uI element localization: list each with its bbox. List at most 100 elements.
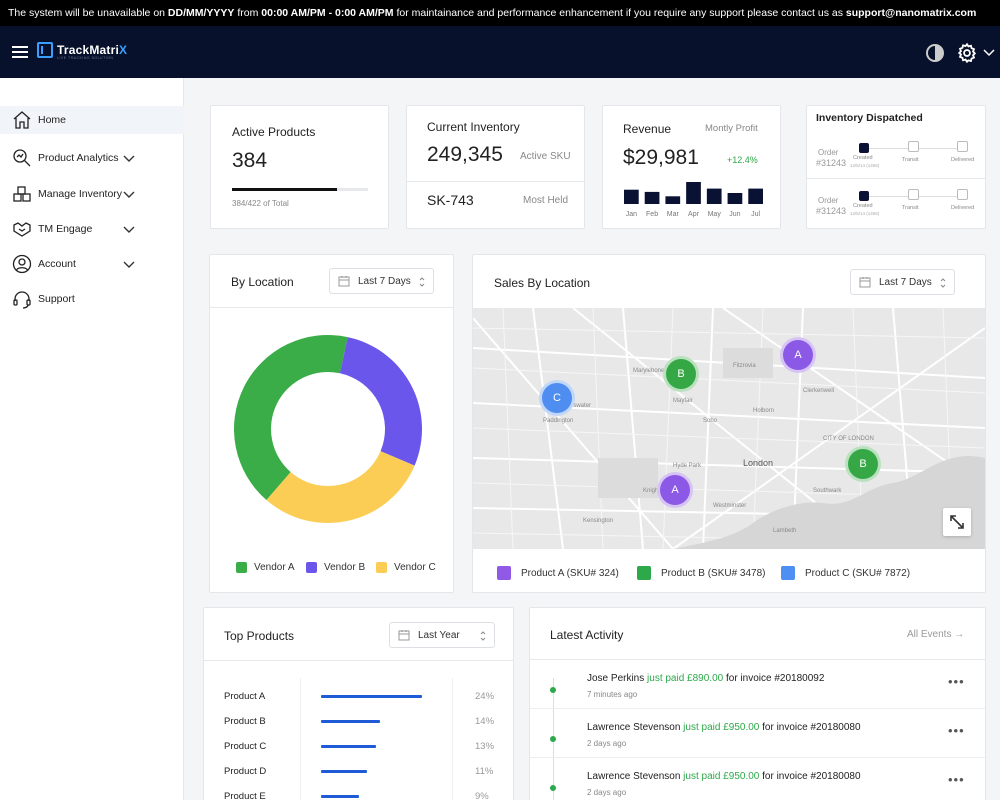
map-pin-c[interactable]: C (539, 380, 575, 416)
app-logo[interactable]: TrackMatriX LIVE TRACKING SOLUTION (37, 42, 128, 60)
map-place-label: Kensington (583, 518, 614, 524)
order-row[interactable]: Order #31243 Created Transit Delivered 12/5/1… (807, 181, 985, 225)
maintenance-banner: The system will be unavailable on DD/MM/… (0, 0, 1000, 26)
logo-mark-icon (37, 42, 53, 58)
map-place-label: Fitzrovia (733, 363, 756, 369)
product-bar (321, 795, 359, 798)
top-products-range-select[interactable]: Last Year (389, 622, 495, 648)
map-pin-a[interactable]: A (780, 337, 816, 373)
sidebar-item-account[interactable]: Account (0, 250, 184, 278)
revenue-bar (748, 188, 763, 204)
order-id: #31243 (816, 206, 847, 216)
activity-row[interactable]: Lawrence Stevenson just paid £950.00 for… (530, 758, 985, 800)
revenue-month-label: Mar (667, 211, 680, 218)
all-events-link[interactable]: All Events → (907, 629, 965, 640)
legend-item: Product A (SKU# 324) (497, 566, 619, 580)
product-percent: 9% (475, 791, 489, 800)
active-products-sub: 384/422 of Total (232, 199, 289, 208)
revenue-bar (727, 193, 743, 204)
legend-label: Vendor B (324, 562, 366, 573)
order-step-label: Created (853, 155, 873, 161)
legend-label: Vendor C (394, 562, 436, 573)
product-bar (321, 745, 376, 748)
revenue-card: Revenue Montly Profit $29,981 +12.4% Jan… (602, 105, 781, 229)
sidebar-item-product-analytics[interactable]: Product Analytics (0, 144, 184, 172)
activity-row[interactable]: Jose Perkins just paid £890.00 for invoi… (530, 660, 985, 709)
axis-line (300, 678, 301, 800)
product-label: Product E (224, 791, 266, 800)
updown-icon (940, 278, 946, 288)
map-place-label: Marylebone (633, 368, 665, 374)
more-options-icon[interactable]: ••• (948, 674, 965, 689)
order-step-checkbox (957, 189, 968, 200)
activity-time: 7 minutes ago (587, 690, 638, 699)
by-location-card: By Location Last 7 Days Vendor A Vendor B… (209, 254, 454, 593)
logo-text-x: X (119, 43, 128, 57)
donut-slice-vendor-c[interactable] (266, 451, 415, 523)
activity-user[interactable]: Jose Perkins (587, 673, 648, 684)
map-place-label: Soho (703, 418, 718, 424)
divider (407, 181, 584, 182)
chevron-down-icon (123, 191, 135, 198)
active-products-progress-track (232, 188, 368, 191)
gear-icon[interactable] (956, 42, 978, 64)
vendor-donut-chart (234, 335, 422, 523)
home-icon (13, 111, 31, 129)
activity-user[interactable]: Lawrence Stevenson (587, 771, 684, 782)
legend-label: Product C (SKU# 7872) (805, 567, 911, 579)
sales-range-select[interactable]: Last 7 Days (850, 269, 955, 295)
order-step-label: Created (853, 203, 873, 209)
divider (204, 660, 513, 661)
legend-swatch (306, 562, 317, 573)
sidebar-item-home[interactable]: Home (0, 106, 184, 134)
activity-time: 2 days ago (587, 788, 627, 797)
banner-time: 00:00 AM/PM - 0:00 AM/PM (261, 7, 394, 19)
revenue-month-label: Feb (646, 211, 658, 218)
map-place-label: Lambeth (773, 528, 797, 534)
hamburger-menu-icon[interactable] (12, 46, 28, 58)
more-options-icon[interactable]: ••• (948, 723, 965, 738)
range-label: Last 7 Days (879, 276, 932, 288)
activity-text: Jose Perkins just paid £890.00 for invoi… (587, 673, 824, 684)
map-pin-b[interactable]: B (845, 446, 881, 482)
banner-text-1: The system will be unavailable on (8, 7, 168, 19)
banner-date: DD/MM/YYYY (167, 7, 235, 19)
most-held-label: Most Held (523, 195, 569, 206)
more-options-icon[interactable]: ••• (948, 772, 965, 787)
theme-toggle-icon[interactable] (926, 44, 944, 62)
map-place-label: Mayfair (673, 398, 693, 404)
legend-swatch (236, 562, 247, 573)
map-view[interactable]: London CITY OF LONDON Hyde Park Mayfair Mary… (473, 308, 985, 549)
sales-by-location-card: Sales By Location Last 7 Days London CITY… (472, 254, 986, 593)
card-title: Top Products (224, 629, 295, 643)
by-location-range-select[interactable]: Last 7 Days (329, 268, 434, 294)
map-pin-b[interactable]: B (663, 356, 699, 392)
legend-label: Vendor A (254, 562, 295, 573)
map-pin-a[interactable]: A (657, 472, 693, 508)
order-label: Order (818, 148, 839, 157)
axis-line (452, 678, 453, 800)
donut-slice-vendor-b[interactable] (339, 337, 422, 466)
product-label: Product C (224, 741, 267, 752)
user-icon (12, 254, 32, 274)
order-row[interactable]: Order #31243 Created Transit Delivered 12/5/1… (807, 133, 985, 177)
sidebar-item-tm-engage[interactable]: TM Engage (0, 215, 184, 243)
map-fullscreen-button[interactable] (943, 508, 971, 536)
revenue-month-label: Apr (688, 211, 700, 218)
donut-slice-vendor-a[interactable] (234, 335, 348, 501)
order-step-label: Delivered (951, 157, 975, 163)
support-email[interactable]: support@nanomatrix.com (845, 7, 977, 19)
settings-chevron-down-icon[interactable] (983, 46, 995, 58)
timeline-dot (550, 736, 556, 742)
activity-user[interactable]: Lawrence Stevenson (587, 722, 684, 733)
legend-item: Vendor A (236, 562, 295, 573)
sidebar-item-manage-inventory[interactable]: Manage Inventory (0, 180, 184, 208)
legend-item: Product B (SKU# 3478) (637, 566, 766, 580)
legend-item: Vendor C (376, 562, 436, 573)
map-place-label: Clerkenwell (803, 388, 835, 394)
revenue-month-label: May (708, 211, 722, 218)
inventory-value: 249,345 (427, 143, 503, 166)
sidebar-item-support[interactable]: Support (0, 285, 184, 313)
handshake-icon (13, 222, 31, 237)
activity-row[interactable]: Lawrence Stevenson just paid £950.00 for… (530, 709, 985, 758)
